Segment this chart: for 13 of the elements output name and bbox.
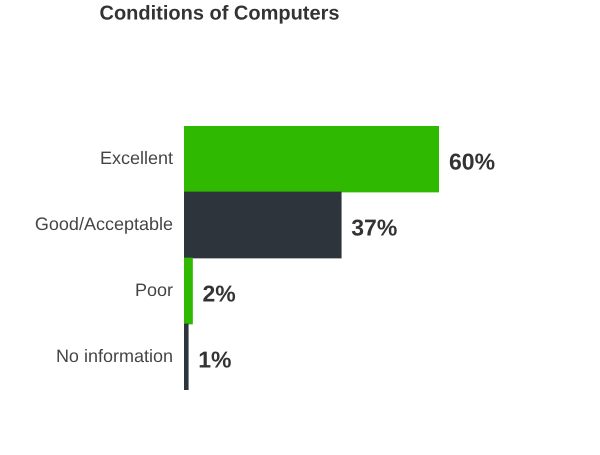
bar [184,192,342,258]
chart-title: Conditions of Computers [100,2,340,25]
data-label: 2% [202,280,236,306]
data-label: 60% [449,148,496,174]
y-tick-label: Poor [134,280,173,300]
y-tick-label: Good/Acceptable [34,214,173,234]
y-tick-label: No information [56,346,173,366]
y-tick-label: Excellent [100,148,173,168]
bar [184,258,193,324]
data-label: 1% [198,346,232,372]
bar [184,126,439,192]
data-label: 37% [351,214,398,240]
bar [184,324,189,390]
